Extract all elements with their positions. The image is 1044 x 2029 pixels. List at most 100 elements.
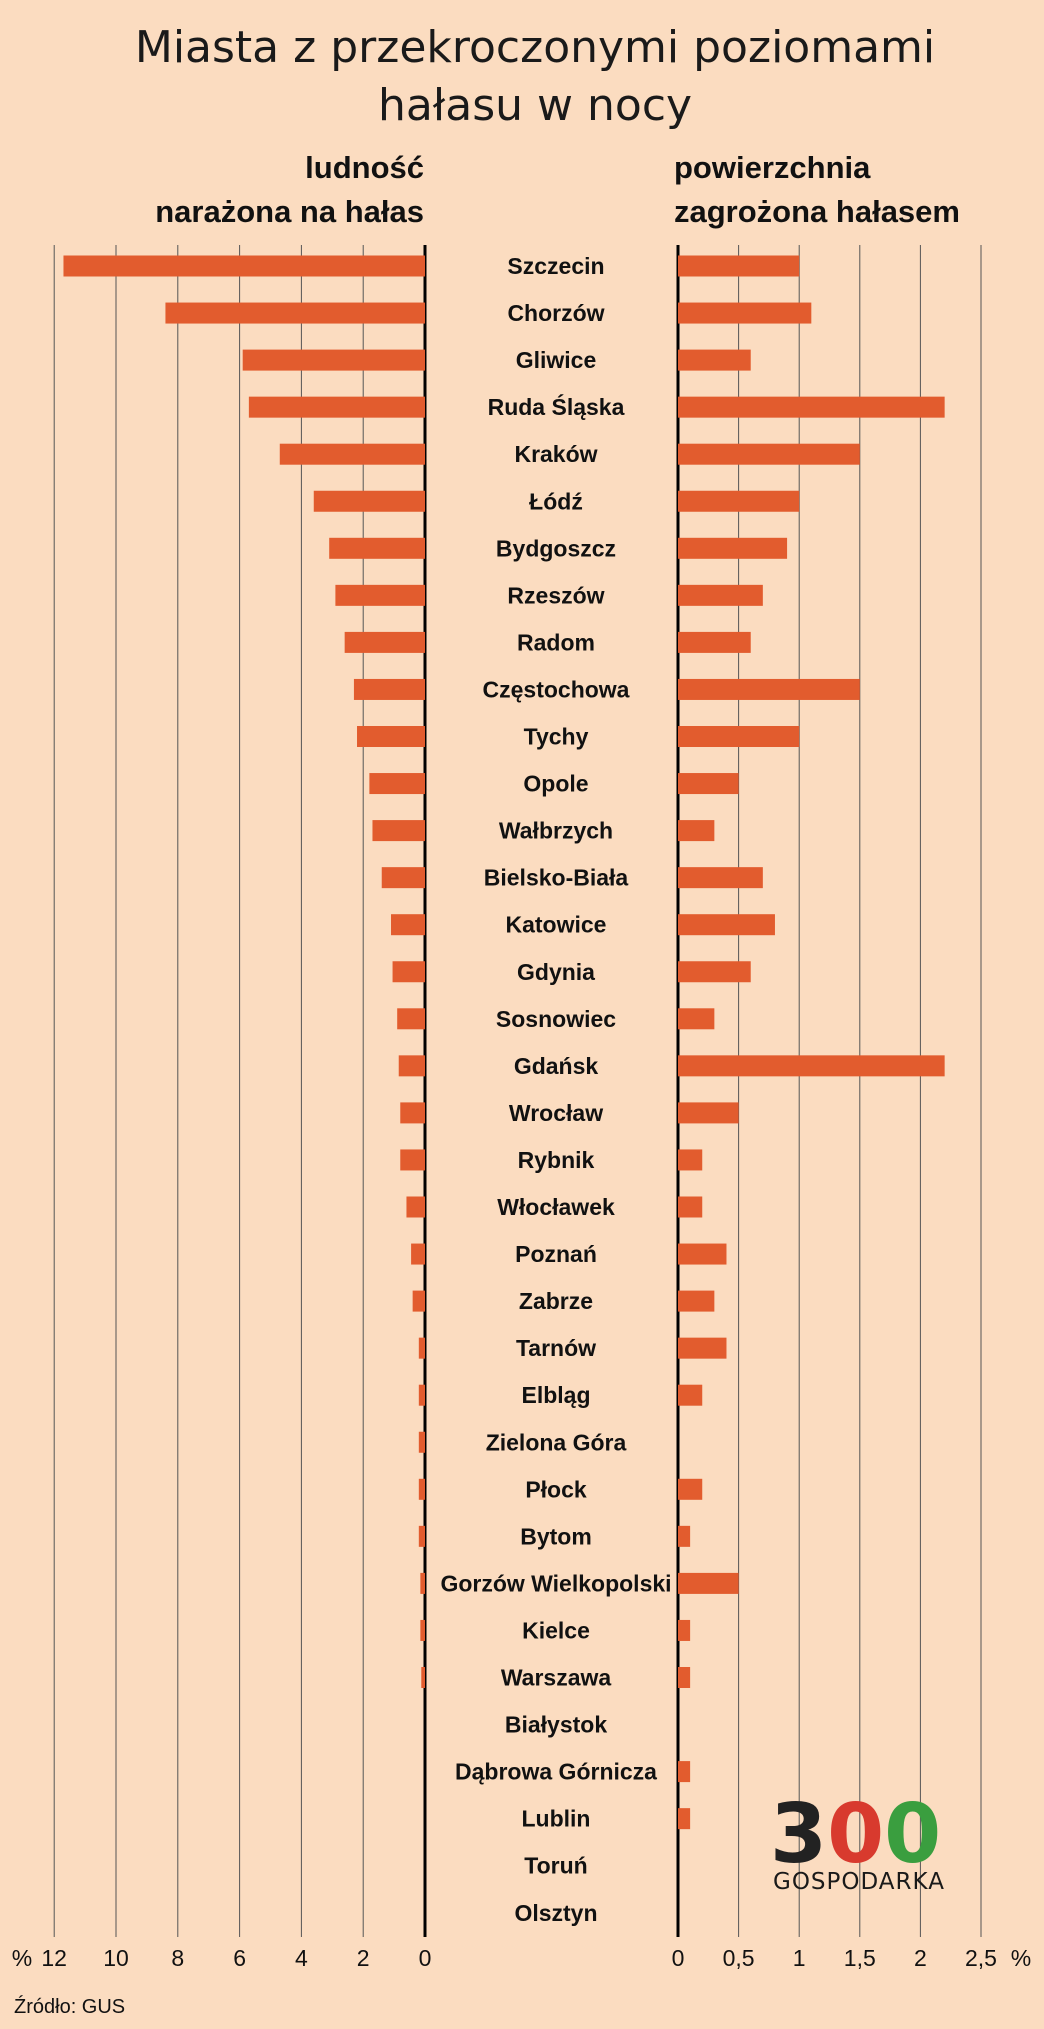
chart-title-line-1: Miasta z przekroczonymi poziomami <box>135 22 935 73</box>
right-bar <box>678 1761 691 1783</box>
city-label: Białystok <box>505 1712 607 1738</box>
right-unit-label: % <box>1011 1945 1031 1971</box>
right-bar <box>678 867 763 889</box>
left-header-line-2: narażona na hałas <box>155 194 424 229</box>
right-bar <box>678 1102 739 1124</box>
right-bar <box>678 1667 691 1688</box>
city-label: Łódź <box>529 488 583 514</box>
right-bar <box>678 1337 727 1359</box>
left-tick-label: 0 <box>419 1945 432 1971</box>
right-bar <box>678 1525 691 1547</box>
right-tick-labels: 0 0,5 1 1,5 2 2,5 <box>672 1945 997 1971</box>
city-label: Olsztyn <box>514 1900 597 1926</box>
city-label: Elbląg <box>521 1382 590 1408</box>
city-label: Wrocław <box>509 1100 603 1126</box>
left-bar <box>344 631 425 653</box>
left-bar <box>420 1572 425 1594</box>
city-label: Opole <box>523 771 588 797</box>
city-label: Szczecin <box>507 253 604 279</box>
city-label: Wałbrzych <box>499 818 613 844</box>
city-label: Poznań <box>515 1241 597 1267</box>
left-bar <box>372 820 425 842</box>
city-label: Sosnowiec <box>496 1006 616 1032</box>
left-tick-label: 4 <box>295 1945 308 1971</box>
left-bar <box>418 1384 425 1406</box>
right-header-line-2: zagrożona hałasem <box>674 194 960 229</box>
left-bar <box>418 1431 425 1453</box>
right-bar <box>678 1196 703 1218</box>
right-bar <box>678 726 800 747</box>
left-bar <box>329 537 425 559</box>
city-label: Kielce <box>522 1617 590 1643</box>
right-bars <box>678 255 945 1830</box>
right-bar <box>678 1055 945 1077</box>
left-gridlines <box>53 245 427 1937</box>
right-bar <box>678 1619 691 1641</box>
city-label: Gdynia <box>517 959 595 985</box>
city-label: Chorzów <box>507 300 604 326</box>
right-bar <box>678 490 800 512</box>
right-bar <box>678 773 739 795</box>
left-tick-label: 8 <box>171 1945 184 1971</box>
right-bar <box>678 1149 703 1171</box>
city-label: Częstochowa <box>483 676 630 702</box>
left-bar <box>335 584 425 606</box>
right-bar <box>678 255 800 277</box>
left-bar <box>418 1525 425 1547</box>
right-bar <box>678 396 945 418</box>
city-label: Zabrze <box>519 1288 593 1314</box>
left-bar <box>313 490 425 512</box>
chart-title-line-2: hałasu w nocy <box>378 80 692 131</box>
left-bar <box>391 914 425 936</box>
left-bar <box>397 1008 425 1030</box>
right-bar <box>678 584 763 606</box>
left-bar <box>242 349 425 371</box>
city-label: Płock <box>525 1476 587 1502</box>
right-tick-label: 1 <box>793 1945 806 1971</box>
city-label: Ruda Śląska <box>488 393 625 420</box>
left-bar <box>418 1337 425 1359</box>
city-label: Warszawa <box>501 1665 612 1691</box>
left-bar <box>398 1055 425 1077</box>
logo-digit-1: 3 <box>770 1787 827 1882</box>
left-bar <box>412 1290 425 1312</box>
city-label: Toruń <box>524 1853 587 1879</box>
right-bar <box>678 631 751 653</box>
logo: 300 GOSPODARKA <box>770 1787 944 1895</box>
city-label: Rzeszów <box>507 582 604 608</box>
left-bar <box>411 1243 425 1265</box>
right-tick-label: 0 <box>672 1945 685 1971</box>
right-bar <box>678 349 751 371</box>
right-bar <box>678 302 812 324</box>
left-bar <box>418 1478 425 1500</box>
city-label: Kraków <box>514 441 597 467</box>
left-tick-labels: 12 10 8 6 4 2 0 <box>41 1945 431 1971</box>
left-bar <box>353 678 425 700</box>
left-bar <box>421 1667 425 1688</box>
city-label: Lublin <box>522 1806 591 1832</box>
right-tick-label: 2,5 <box>965 1945 997 1971</box>
right-bar <box>678 961 751 983</box>
city-label: Tychy <box>524 724 589 750</box>
city-label: Bielsko-Biała <box>484 865 629 891</box>
city-labels: Szczecin Chorzów Gliwice Ruda Śląska Kraków Ł… <box>440 253 671 1926</box>
right-tick-label: 2 <box>914 1945 927 1971</box>
left-bar <box>420 1619 425 1641</box>
source-note: Źródło: GUS <box>14 1995 125 2018</box>
city-label: Dąbrowa Górnicza <box>455 1759 657 1785</box>
left-tick-label: 6 <box>233 1945 246 1971</box>
logo-digit-3: 0 <box>884 1787 941 1882</box>
right-bar <box>678 1572 739 1594</box>
city-label: Gliwice <box>516 347 597 373</box>
right-bar <box>678 1290 715 1312</box>
right-tick-label: 0,5 <box>723 1945 755 1971</box>
city-label: Zielona Góra <box>486 1429 627 1455</box>
left-unit-label: % <box>12 1945 32 1971</box>
left-tick-label: 10 <box>103 1945 129 1971</box>
left-bar <box>381 867 425 889</box>
right-bar <box>678 1384 703 1406</box>
city-label: Bydgoszcz <box>496 535 616 561</box>
right-bar <box>678 443 860 465</box>
right-bar <box>678 1243 727 1265</box>
